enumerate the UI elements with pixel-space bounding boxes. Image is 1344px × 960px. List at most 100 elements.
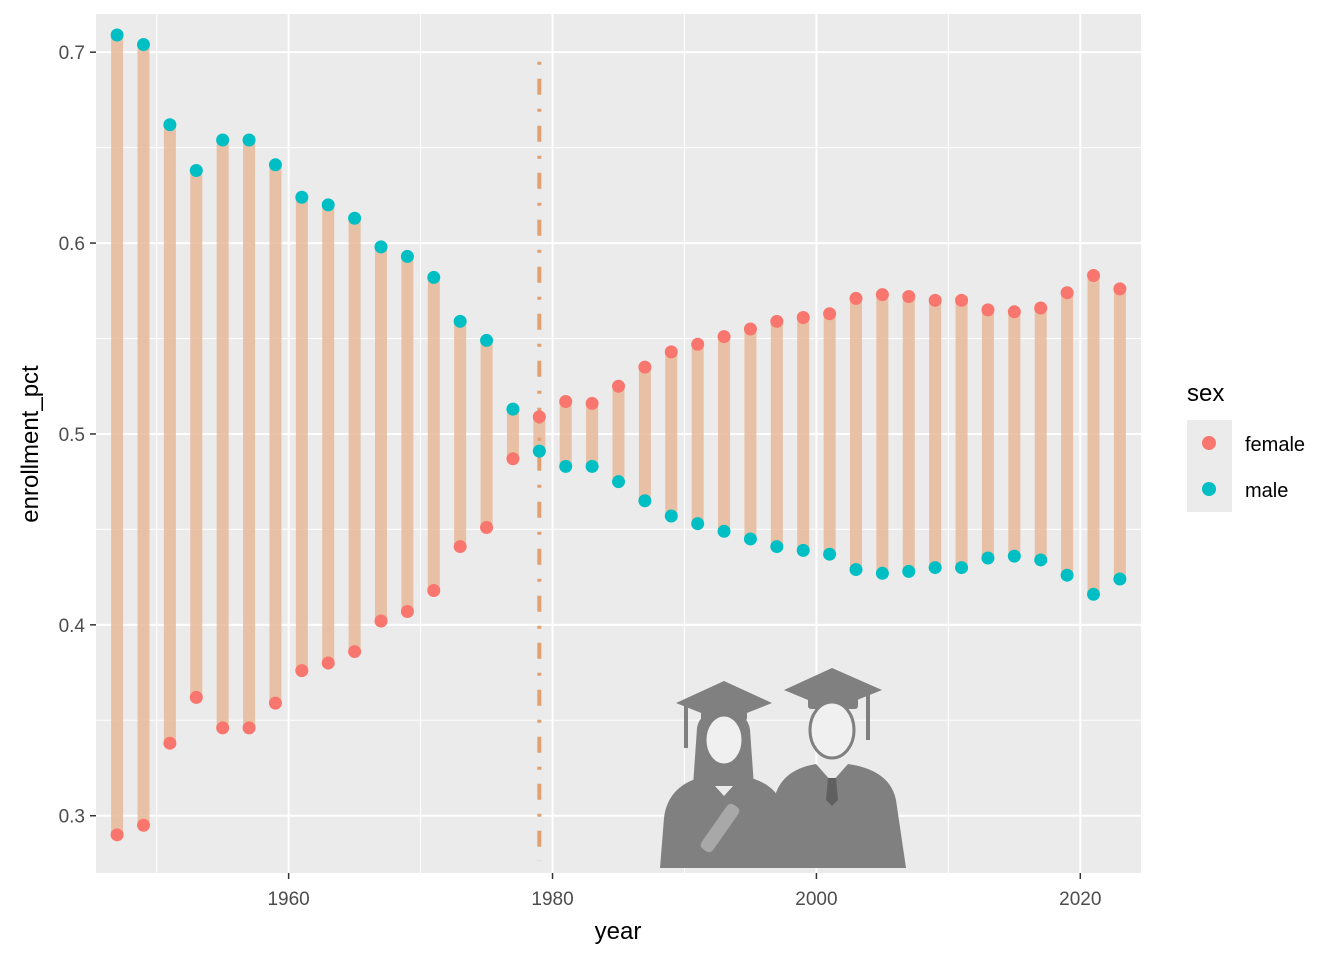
- point-female: [1113, 282, 1127, 296]
- point-male: [1060, 568, 1074, 582]
- y-tick-label: 0.4: [59, 616, 86, 637]
- point-female: [163, 736, 177, 750]
- male-gown: [770, 764, 906, 868]
- point-male: [480, 333, 494, 347]
- legend-marker-male: [1202, 482, 1216, 496]
- point-female: [295, 664, 309, 678]
- point-male: [955, 561, 969, 575]
- axes: 0.3 0.4 0.5 0.6 0.7 1960 1980 2000 2020: [59, 43, 1102, 910]
- point-female: [532, 410, 546, 424]
- point-male: [1007, 549, 1021, 563]
- point-female: [612, 379, 625, 393]
- point-female: [1087, 269, 1100, 283]
- point-male: [691, 517, 705, 531]
- point-male: [875, 566, 889, 580]
- point-female: [770, 314, 784, 328]
- point-male: [374, 240, 388, 254]
- point-female: [849, 291, 863, 305]
- point-female: [955, 293, 969, 307]
- x-tick-label: 2000: [795, 889, 837, 910]
- point-female: [638, 360, 652, 374]
- point-male: [796, 543, 810, 557]
- point-male: [770, 540, 784, 554]
- point-male: [321, 198, 335, 212]
- point-female: [902, 290, 916, 304]
- point-male: [1113, 572, 1127, 586]
- point-male: [664, 509, 678, 523]
- point-female: [216, 721, 230, 735]
- point-male: [453, 314, 467, 328]
- point-female: [400, 604, 414, 618]
- point-female: [453, 540, 467, 554]
- point-male: [1087, 587, 1100, 601]
- x-tick-label: 2020: [1059, 889, 1101, 910]
- point-male: [137, 38, 150, 52]
- point-female: [1034, 301, 1048, 315]
- x-axis-title: year: [595, 918, 642, 945]
- y-tick-label: 0.7: [59, 43, 85, 64]
- point-male: [189, 164, 203, 178]
- female-face: [703, 713, 745, 767]
- point-female: [585, 396, 599, 410]
- point-female: [374, 614, 388, 628]
- point-female: [321, 656, 335, 670]
- y-tick-label: 0.5: [59, 425, 85, 446]
- point-male: [849, 562, 863, 576]
- point-female: [480, 520, 494, 534]
- point-female: [506, 452, 520, 466]
- point-male: [242, 133, 256, 147]
- point-male: [743, 532, 757, 546]
- legend-title: sex: [1187, 380, 1224, 407]
- point-female: [823, 307, 837, 321]
- point-female: [110, 828, 124, 842]
- point-female: [691, 337, 705, 351]
- point-female: [559, 395, 573, 409]
- point-female: [189, 690, 203, 704]
- point-male: [216, 133, 230, 147]
- legend: sex female male: [1187, 380, 1305, 512]
- point-female: [981, 303, 995, 317]
- y-axis-title: enrollment_pct: [17, 365, 44, 523]
- legend-marker-female: [1202, 436, 1216, 450]
- point-female: [1060, 286, 1074, 300]
- x-tick-label: 1980: [531, 889, 573, 910]
- point-male: [902, 564, 916, 578]
- point-female: [928, 293, 942, 307]
- point-female: [875, 288, 889, 302]
- point-female: [242, 721, 256, 735]
- point-male: [268, 158, 282, 172]
- point-female: [1007, 305, 1021, 319]
- point-female: [743, 322, 757, 336]
- point-male: [295, 190, 309, 204]
- graduates-illustration: [660, 668, 906, 868]
- point-male: [427, 270, 441, 284]
- point-male: [559, 459, 573, 473]
- male-face: [808, 700, 856, 760]
- point-male: [400, 249, 414, 263]
- point-male: [717, 524, 731, 538]
- legend-label-female: female: [1245, 434, 1305, 456]
- point-male: [638, 494, 652, 508]
- point-female: [717, 330, 731, 344]
- point-male: [110, 28, 124, 42]
- point-female: [268, 696, 282, 710]
- y-tick-label: 0.3: [59, 807, 85, 828]
- male-tie: [826, 778, 838, 806]
- data-points: [110, 28, 1127, 842]
- legend-label-male: male: [1245, 480, 1288, 502]
- point-female: [348, 645, 362, 659]
- point-male: [585, 459, 599, 473]
- point-male: [506, 402, 520, 416]
- point-female: [796, 311, 810, 325]
- point-male: [928, 561, 942, 575]
- point-female: [664, 345, 678, 359]
- point-male: [823, 547, 837, 561]
- x-tick-label: 1960: [267, 889, 309, 910]
- point-male: [163, 118, 177, 132]
- point-male: [981, 551, 995, 565]
- point-male: [612, 475, 625, 489]
- point-male: [532, 444, 546, 458]
- point-female: [427, 583, 441, 597]
- point-male: [1034, 553, 1048, 567]
